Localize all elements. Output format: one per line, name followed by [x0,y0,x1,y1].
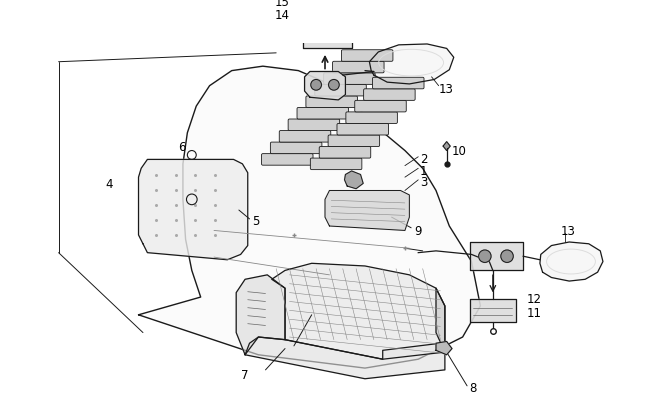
Text: 11: 11 [526,306,541,319]
FancyBboxPatch shape [306,97,358,108]
Polygon shape [540,243,603,281]
FancyBboxPatch shape [363,90,415,101]
FancyBboxPatch shape [297,108,348,120]
Text: 7: 7 [240,368,248,381]
Text: 4: 4 [106,177,113,190]
Circle shape [328,80,339,91]
Circle shape [311,80,322,91]
FancyBboxPatch shape [333,62,384,74]
Circle shape [478,250,491,263]
Text: 6: 6 [179,141,186,154]
Text: 12: 12 [526,292,541,305]
Polygon shape [344,172,363,189]
Polygon shape [436,288,445,352]
Polygon shape [236,275,285,355]
FancyBboxPatch shape [288,120,340,131]
FancyBboxPatch shape [328,136,380,147]
FancyBboxPatch shape [315,85,367,97]
Text: 13: 13 [439,83,454,96]
FancyBboxPatch shape [319,147,370,159]
FancyBboxPatch shape [280,131,331,143]
Text: 8: 8 [470,381,477,394]
FancyBboxPatch shape [372,78,424,90]
Text: 2: 2 [420,153,428,166]
FancyBboxPatch shape [337,124,389,136]
Polygon shape [325,191,410,231]
Text: 1: 1 [420,164,428,177]
FancyBboxPatch shape [341,51,393,62]
Text: 9: 9 [414,224,421,237]
Polygon shape [303,23,352,49]
Polygon shape [470,243,523,271]
FancyBboxPatch shape [261,154,313,166]
Polygon shape [138,160,248,260]
Polygon shape [305,72,345,101]
FancyBboxPatch shape [346,113,397,124]
FancyBboxPatch shape [310,159,362,170]
Text: 3: 3 [420,176,428,189]
Polygon shape [245,337,445,379]
FancyBboxPatch shape [324,74,375,85]
Polygon shape [470,299,516,322]
FancyBboxPatch shape [270,143,322,154]
Text: 15: 15 [274,0,289,9]
Polygon shape [436,341,452,355]
Polygon shape [138,67,480,368]
Polygon shape [443,142,450,151]
Text: 13: 13 [560,224,575,237]
Circle shape [501,250,514,263]
Polygon shape [369,45,454,85]
Text: 10: 10 [452,145,467,158]
Text: 14: 14 [274,9,289,22]
FancyBboxPatch shape [355,101,406,113]
Polygon shape [272,264,445,359]
Text: 5: 5 [252,215,259,228]
